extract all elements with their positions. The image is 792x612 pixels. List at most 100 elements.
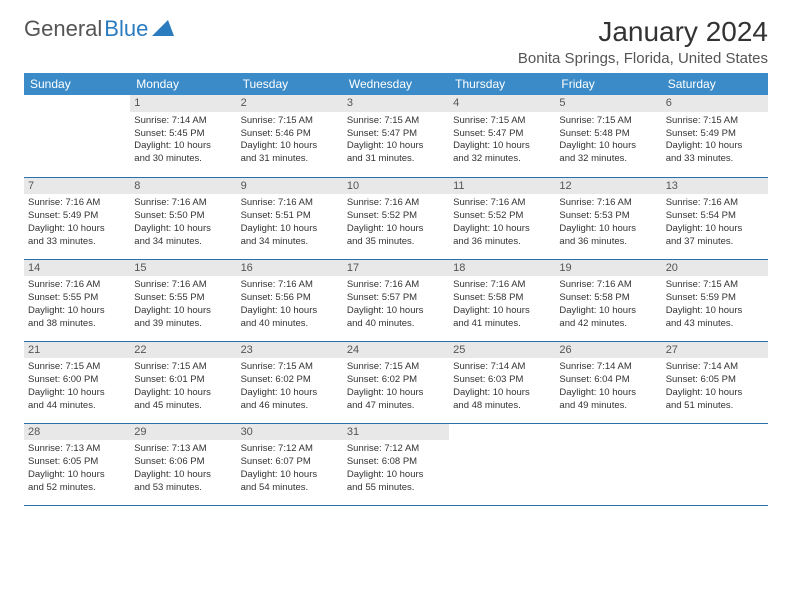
sunset-text: Sunset: 6:05 PM — [28, 456, 126, 469]
daylight-text: Daylight: 10 hours — [666, 387, 764, 400]
daylight-text: Daylight: 10 hours — [559, 387, 657, 400]
daylight-text: Daylight: 10 hours — [28, 305, 126, 318]
day-number: 8 — [130, 178, 236, 195]
daylight-text: and 51 minutes. — [666, 400, 764, 413]
daylight-text: and 34 minutes. — [134, 236, 232, 249]
daylight-text: Daylight: 10 hours — [347, 387, 445, 400]
logo-triangle-icon — [152, 16, 174, 42]
daylight-text: Daylight: 10 hours — [559, 140, 657, 153]
calendar-day-cell: 13Sunrise: 7:16 AMSunset: 5:54 PMDayligh… — [662, 177, 768, 259]
calendar-day-cell: 20Sunrise: 7:15 AMSunset: 5:59 PMDayligh… — [662, 259, 768, 341]
sunrise-text: Sunrise: 7:14 AM — [559, 361, 657, 374]
logo-text-2: Blue — [104, 16, 148, 42]
weekday-header: Friday — [555, 73, 661, 95]
day-number: 16 — [237, 260, 343, 277]
sunrise-text: Sunrise: 7:15 AM — [241, 361, 339, 374]
day-number: 15 — [130, 260, 236, 277]
sunset-text: Sunset: 5:49 PM — [28, 210, 126, 223]
daylight-text: and 49 minutes. — [559, 400, 657, 413]
daylight-text: and 31 minutes. — [347, 153, 445, 166]
sunset-text: Sunset: 5:58 PM — [453, 292, 551, 305]
daylight-text: and 41 minutes. — [453, 318, 551, 331]
daylight-text: Daylight: 10 hours — [134, 140, 232, 153]
daylight-text: Daylight: 10 hours — [666, 140, 764, 153]
daylight-text: Daylight: 10 hours — [28, 387, 126, 400]
weekday-header: Saturday — [662, 73, 768, 95]
sunset-text: Sunset: 5:48 PM — [559, 128, 657, 141]
calendar-day-cell — [555, 423, 661, 505]
sunset-text: Sunset: 5:58 PM — [559, 292, 657, 305]
sunrise-text: Sunrise: 7:15 AM — [134, 361, 232, 374]
calendar-week-row: 14Sunrise: 7:16 AMSunset: 5:55 PMDayligh… — [24, 259, 768, 341]
calendar-day-cell: 3Sunrise: 7:15 AMSunset: 5:47 PMDaylight… — [343, 95, 449, 177]
calendar-day-cell: 15Sunrise: 7:16 AMSunset: 5:55 PMDayligh… — [130, 259, 236, 341]
logo: GeneralBlue — [24, 16, 174, 42]
daylight-text: and 43 minutes. — [666, 318, 764, 331]
daylight-text: Daylight: 10 hours — [134, 469, 232, 482]
sunset-text: Sunset: 6:00 PM — [28, 374, 126, 387]
day-number: 29 — [130, 424, 236, 441]
sunset-text: Sunset: 5:47 PM — [347, 128, 445, 141]
daylight-text: and 34 minutes. — [241, 236, 339, 249]
sunrise-text: Sunrise: 7:14 AM — [666, 361, 764, 374]
day-number: 22 — [130, 342, 236, 359]
sunset-text: Sunset: 5:57 PM — [347, 292, 445, 305]
calendar-day-cell: 29Sunrise: 7:13 AMSunset: 6:06 PMDayligh… — [130, 423, 236, 505]
sunset-text: Sunset: 5:49 PM — [666, 128, 764, 141]
day-number: 11 — [449, 178, 555, 195]
sunset-text: Sunset: 6:03 PM — [453, 374, 551, 387]
calendar-day-cell: 27Sunrise: 7:14 AMSunset: 6:05 PMDayligh… — [662, 341, 768, 423]
calendar-day-cell: 18Sunrise: 7:16 AMSunset: 5:58 PMDayligh… — [449, 259, 555, 341]
day-number: 3 — [343, 95, 449, 112]
day-number: 1 — [130, 95, 236, 112]
daylight-text: and 42 minutes. — [559, 318, 657, 331]
sunrise-text: Sunrise: 7:16 AM — [28, 279, 126, 292]
calendar-day-cell — [24, 95, 130, 177]
weekday-header: Sunday — [24, 73, 130, 95]
calendar-day-cell: 14Sunrise: 7:16 AMSunset: 5:55 PMDayligh… — [24, 259, 130, 341]
daylight-text: Daylight: 10 hours — [134, 305, 232, 318]
sunset-text: Sunset: 6:02 PM — [347, 374, 445, 387]
calendar-day-cell — [449, 423, 555, 505]
sunrise-text: Sunrise: 7:16 AM — [347, 197, 445, 210]
daylight-text: and 52 minutes. — [28, 482, 126, 495]
sunrise-text: Sunrise: 7:15 AM — [453, 115, 551, 128]
sunset-text: Sunset: 5:54 PM — [666, 210, 764, 223]
sunset-text: Sunset: 5:52 PM — [347, 210, 445, 223]
day-number: 5 — [555, 95, 661, 112]
sunrise-text: Sunrise: 7:14 AM — [453, 361, 551, 374]
calendar-day-cell: 26Sunrise: 7:14 AMSunset: 6:04 PMDayligh… — [555, 341, 661, 423]
sunrise-text: Sunrise: 7:15 AM — [666, 279, 764, 292]
calendar-day-cell: 11Sunrise: 7:16 AMSunset: 5:52 PMDayligh… — [449, 177, 555, 259]
calendar-day-cell: 8Sunrise: 7:16 AMSunset: 5:50 PMDaylight… — [130, 177, 236, 259]
daylight-text: Daylight: 10 hours — [453, 387, 551, 400]
daylight-text: Daylight: 10 hours — [453, 223, 551, 236]
daylight-text: and 45 minutes. — [134, 400, 232, 413]
weekday-header: Thursday — [449, 73, 555, 95]
daylight-text: Daylight: 10 hours — [28, 223, 126, 236]
sunrise-text: Sunrise: 7:16 AM — [347, 279, 445, 292]
daylight-text: and 54 minutes. — [241, 482, 339, 495]
calendar-day-cell: 9Sunrise: 7:16 AMSunset: 5:51 PMDaylight… — [237, 177, 343, 259]
sunset-text: Sunset: 6:08 PM — [347, 456, 445, 469]
sunset-text: Sunset: 5:50 PM — [134, 210, 232, 223]
calendar-day-cell: 17Sunrise: 7:16 AMSunset: 5:57 PMDayligh… — [343, 259, 449, 341]
daylight-text: Daylight: 10 hours — [347, 223, 445, 236]
day-number: 25 — [449, 342, 555, 359]
daylight-text: Daylight: 10 hours — [347, 469, 445, 482]
day-number: 2 — [237, 95, 343, 112]
day-number: 18 — [449, 260, 555, 277]
sunset-text: Sunset: 5:53 PM — [559, 210, 657, 223]
daylight-text: and 46 minutes. — [241, 400, 339, 413]
sunset-text: Sunset: 6:01 PM — [134, 374, 232, 387]
month-title: January 2024 — [518, 16, 768, 48]
sunrise-text: Sunrise: 7:13 AM — [134, 443, 232, 456]
sunrise-text: Sunrise: 7:16 AM — [134, 279, 232, 292]
daylight-text: and 35 minutes. — [347, 236, 445, 249]
day-number: 10 — [343, 178, 449, 195]
calendar-day-cell: 24Sunrise: 7:15 AMSunset: 6:02 PMDayligh… — [343, 341, 449, 423]
sunset-text: Sunset: 5:45 PM — [134, 128, 232, 141]
day-number: 23 — [237, 342, 343, 359]
daylight-text: Daylight: 10 hours — [241, 223, 339, 236]
sunrise-text: Sunrise: 7:13 AM — [28, 443, 126, 456]
